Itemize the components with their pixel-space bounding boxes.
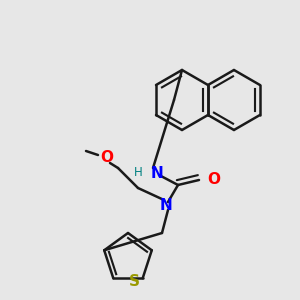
Text: H: H [134,167,143,179]
Text: O: O [207,172,220,188]
Text: S: S [129,274,140,289]
Text: N: N [160,197,173,212]
Text: O: O [100,151,113,166]
Text: N: N [151,166,164,181]
